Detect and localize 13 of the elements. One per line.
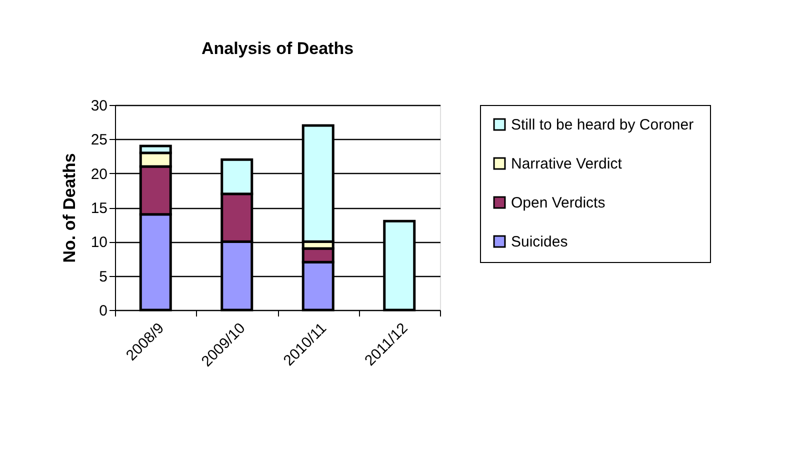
legend-label: Still to be heard by Coroner [511,116,694,134]
y-tick-label: 10 [90,234,108,252]
chart-title: Analysis of Deaths [201,39,354,58]
legend-label: Open Verdicts [511,194,606,212]
y-tick-label: 20 [90,166,108,183]
y-tick-label: 30 [90,98,108,114]
y-tick-label: 5 [99,268,108,286]
y-axis-title: No. of Deaths [60,153,79,263]
legend-label: Suicides [511,234,568,250]
legend-label: Narrative Verdict [511,156,623,172]
y-tick-label: 0 [99,302,108,320]
y-tick-label: 25 [90,132,108,149]
y-tick-label: 15 [90,200,108,217]
